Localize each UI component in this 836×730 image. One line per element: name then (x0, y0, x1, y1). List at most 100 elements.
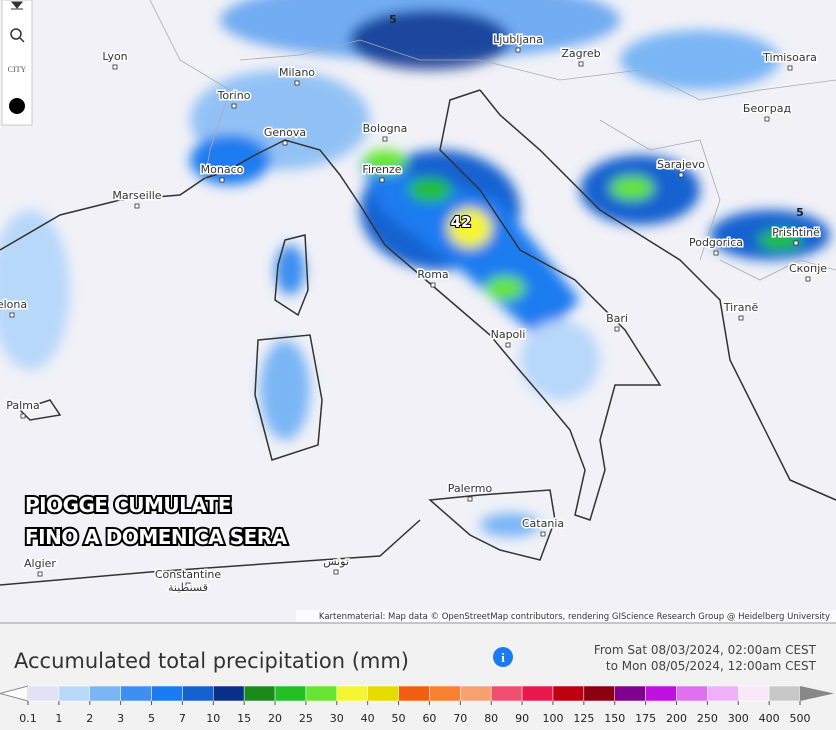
city-marker (112, 64, 118, 70)
scale-tick-label: 2 (86, 712, 93, 725)
city-marker (540, 531, 546, 537)
scale-tick-label: 0.1 (19, 712, 37, 725)
city-label: Београд (743, 102, 792, 115)
scale-swatch (521, 685, 554, 702)
city-marker (793, 240, 799, 246)
scale-tick-label: 25 (299, 712, 313, 725)
city-label: Palma (6, 399, 39, 412)
scale-tick-label: 175 (635, 712, 656, 725)
city-label: Bari (606, 312, 628, 325)
attribution-bg (296, 610, 836, 622)
city-label: Prishtinë (772, 226, 820, 239)
city-marker (219, 177, 225, 183)
scale-swatch (707, 685, 739, 702)
city-label: Timisoara (762, 51, 817, 64)
color-toggle[interactable] (9, 98, 25, 114)
city-label: Torino (217, 89, 251, 102)
scale-swatch (336, 685, 368, 702)
scale-swatch (737, 685, 770, 702)
legend-title: Accumulated total precipitation (mm) (14, 649, 409, 673)
coastlines (0, 89, 836, 586)
overlay-line: FINO A DOMENICA SERA (25, 525, 288, 549)
city-label: Milano (279, 66, 315, 79)
scale-swatch (768, 685, 801, 702)
scale-swatch (429, 685, 461, 702)
scale-tick-label: 500 (790, 712, 811, 725)
download-button[interactable] (10, 1, 24, 10)
city-marker (578, 61, 584, 67)
rain-field (0, 0, 830, 537)
info-glyph: i (501, 650, 505, 665)
city-label: Скопје (789, 262, 827, 275)
map-controls: CITY (1, 0, 33, 126)
city-label: Napoli (491, 328, 526, 341)
scale-swatch (89, 685, 121, 702)
scale-tick-label: 80 (484, 712, 498, 725)
map-value-label: 5 (389, 13, 397, 26)
city-marker (713, 250, 719, 256)
scale-swatch (151, 685, 183, 702)
scale-tick-label: 50 (392, 712, 406, 725)
borders (149, 0, 836, 281)
scale-swatch (614, 685, 646, 702)
city-marker (185, 582, 191, 588)
city-label: تونس (323, 555, 349, 568)
map-value-label: 42 (451, 213, 472, 231)
scale-arrow-right (800, 686, 834, 701)
city-label: Monaco (201, 163, 244, 176)
zoom-button[interactable] (10, 28, 25, 43)
scale-tick-label: 250 (697, 712, 718, 725)
city-label: Firenze (362, 163, 401, 176)
period-end: to Mon 08/05/2024, 12:00am CEST (606, 659, 817, 673)
period-start: From Sat 08/03/2024, 02:00am CEST (594, 643, 817, 657)
city-marker (678, 172, 684, 178)
city-label: Constantine (155, 568, 221, 581)
info-icon[interactable]: i (493, 647, 513, 667)
color-scale: 0.1 1 2 3 5 7 10 15 20 25 30 40 50 60 70 80 90 100 125 150 1… (0, 685, 834, 725)
city-label: Bologna (363, 122, 408, 135)
city-marker (379, 177, 385, 183)
attribution: Kartenmaterial: Map data © OpenStreetMap… (319, 612, 830, 622)
scale-swatch (460, 685, 492, 702)
scale-swatch (583, 685, 615, 702)
city-label: Marseille (112, 189, 161, 202)
city-marker (430, 282, 436, 288)
scale-swatch (367, 685, 399, 702)
city-label: elona (0, 298, 27, 311)
scale-tick-label: 40 (361, 712, 375, 725)
scale-swatch (398, 685, 430, 702)
scale-swatch (27, 685, 60, 702)
city-label: Zagreb (561, 47, 600, 60)
city-marker (294, 80, 300, 86)
scale-tick-label: 20 (268, 712, 282, 725)
city-marker (614, 326, 620, 332)
scale-tick-label: 150 (604, 712, 625, 725)
city-label: Podgorica (689, 236, 743, 249)
city-marker (9, 312, 15, 318)
scale-swatch (552, 685, 585, 702)
city-marker (787, 65, 793, 71)
scale-tick-label: 200 (666, 712, 687, 725)
city-marker (515, 47, 521, 53)
scale-swatch (243, 685, 276, 702)
city-label: Genova (264, 126, 306, 139)
scale-swatch (305, 685, 338, 702)
scale-swatch (676, 685, 708, 702)
scale-swatch (274, 685, 307, 702)
city-marker (505, 342, 511, 348)
city-label: Roma (417, 268, 448, 281)
scale-swatch (490, 685, 523, 702)
city-marker (382, 136, 388, 142)
city-marker (134, 203, 140, 209)
scale-tick-label: 7 (179, 712, 186, 725)
city-marker (467, 496, 473, 502)
scale-tick-label: 3 (117, 712, 124, 725)
scale-swatch (213, 685, 245, 702)
city-label: Palermo (448, 482, 493, 495)
legend: Accumulated total precipitation (mm) i F… (0, 622, 836, 730)
legend-background (0, 622, 836, 730)
scale-swatch (182, 685, 214, 702)
scale-tick-label: 5 (148, 712, 155, 725)
city-marker (805, 276, 811, 282)
city-toggle[interactable]: CITY (8, 65, 27, 74)
